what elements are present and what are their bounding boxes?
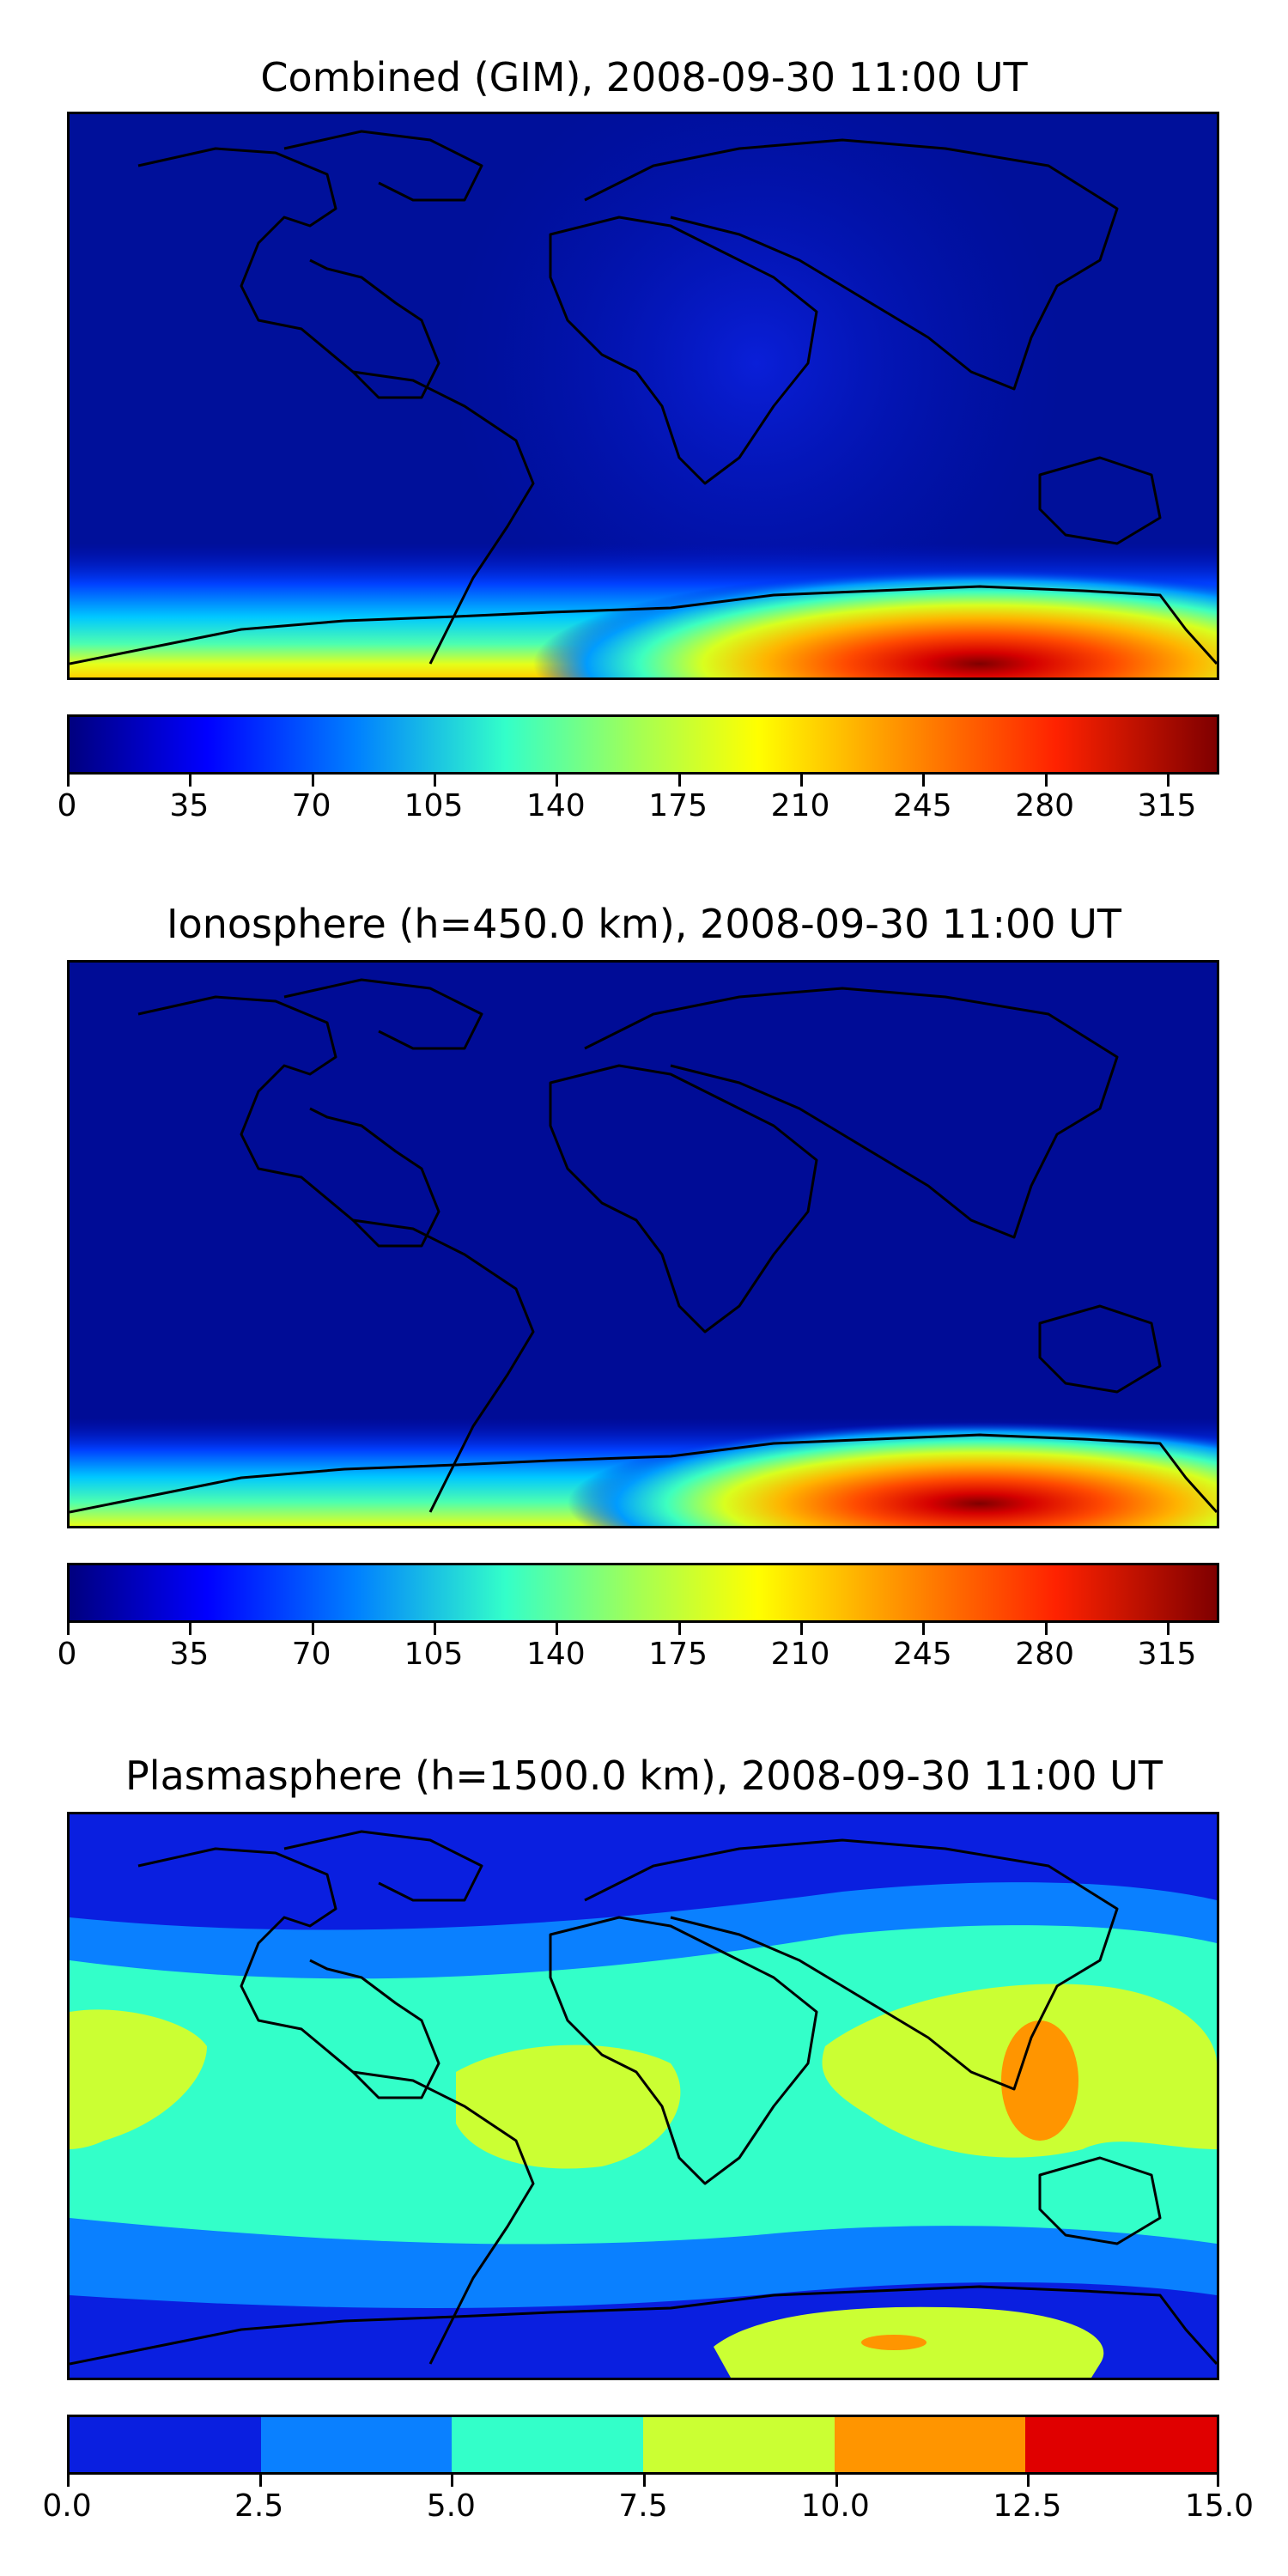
- panel2-tick-label: 280: [1015, 1637, 1075, 1672]
- panel1-tick-label: 70: [291, 788, 331, 823]
- panel3-tick-mark: [835, 2475, 838, 2487]
- panel3-colorbar-segment: [452, 2417, 644, 2472]
- panel1-tick-label: 280: [1015, 788, 1075, 823]
- panel3-tick-label: 5.0: [426, 2488, 476, 2524]
- panel3-tick-label: 15.0: [1184, 2488, 1255, 2524]
- panel1-tick-label: 140: [526, 788, 586, 823]
- panel1-tick-mark: [311, 775, 314, 787]
- panel2-tick-label: 315: [1137, 1637, 1197, 1672]
- panel2-tick-mark: [556, 1623, 559, 1635]
- panel3-tick-label: 10.0: [800, 2488, 870, 2524]
- panel3-colorbar: [67, 2415, 1219, 2475]
- panel3-colorbar-segment: [834, 2417, 1026, 2472]
- panel2-tick-label: 35: [169, 1637, 210, 1672]
- panel2-tick-label: 245: [892, 1637, 952, 1672]
- panel1-tick-mark: [1167, 775, 1170, 787]
- panel1-svg: [70, 114, 1217, 677]
- panel2-tick-label: 70: [291, 1637, 331, 1672]
- panel1-tick-label: 315: [1137, 788, 1197, 823]
- panel2-map: [67, 960, 1219, 1528]
- panel2-colorbar: [67, 1563, 1219, 1623]
- panel1-tick-mark: [800, 775, 803, 787]
- panel3-tick-mark: [258, 2475, 262, 2487]
- panel1-colorbar: [67, 714, 1219, 775]
- panel2-svg: [70, 963, 1217, 1526]
- panel3-tick-mark: [1217, 2475, 1219, 2487]
- panel1-title: Combined (GIM), 2008-09-30 11:00 UT: [260, 54, 1028, 100]
- panel3-tick-mark: [451, 2475, 454, 2487]
- panel1-tick-label: 210: [770, 788, 830, 823]
- panel1-tick-mark: [67, 775, 70, 787]
- panel2-tick-mark: [800, 1623, 803, 1635]
- panel2-tick-mark: [189, 1623, 192, 1635]
- panel3-colorbar-segment: [70, 2417, 261, 2472]
- panel2-tick-mark: [1167, 1623, 1170, 1635]
- panel3-tick-label: 0.0: [42, 2488, 92, 2524]
- panel1-tick-label: 175: [648, 788, 708, 823]
- panel2-tick-mark: [922, 1623, 926, 1635]
- panel1-tick-mark: [1044, 775, 1048, 787]
- panel1-coastlines: [70, 130, 1217, 665]
- panel1-tick-label: 0: [57, 788, 77, 823]
- panel2-tick-label: 105: [404, 1637, 464, 1672]
- panel2-coastlines: [70, 978, 1217, 1514]
- panel2-tick-label: 210: [770, 1637, 830, 1672]
- panel3-colorbar-segment: [260, 2417, 453, 2472]
- panel1-tick-mark: [677, 775, 681, 787]
- panel2-tick-label: 0: [57, 1637, 77, 1672]
- panel1-tick-label: 35: [169, 788, 210, 823]
- panel2-tick-mark: [434, 1623, 436, 1635]
- panel2-tick-label: 175: [648, 1637, 708, 1672]
- panel2-tick-label: 140: [526, 1637, 586, 1672]
- panel2-title: Ionosphere (h=450.0 km), 2008-09-30 11:0…: [167, 901, 1121, 947]
- panel2-hotspot: [70, 1392, 1217, 1526]
- panel3-map: [67, 1812, 1219, 2380]
- panel1-tick-label: 105: [404, 788, 464, 823]
- panel2-tick-mark: [677, 1623, 681, 1635]
- panel3-tick-label: 7.5: [618, 2488, 668, 2524]
- panel3-level-4b: [861, 2335, 927, 2350]
- panel1-tick-mark: [434, 775, 436, 787]
- panel3-svg: [70, 1814, 1217, 2378]
- panel2-tick-mark: [67, 1623, 70, 1635]
- panel3-tick-mark: [67, 2475, 70, 2487]
- panel3-level-4a: [1001, 2020, 1078, 2141]
- panel3-colorbar-segment: [643, 2417, 835, 2472]
- panel3-level-3a: [70, 2009, 207, 2149]
- panel1-hotspot: [70, 526, 1217, 677]
- panel3-tick-label: 2.5: [234, 2488, 284, 2524]
- panel1-tick-label: 245: [892, 788, 952, 823]
- panel3-coastlines: [70, 1830, 1217, 2366]
- panel3-tick-label: 12.5: [993, 2488, 1062, 2524]
- panel3-title: Plasmasphere (h=1500.0 km), 2008-09-30 1…: [125, 1753, 1163, 1799]
- panel3-colorbar-segment: [1025, 2417, 1218, 2472]
- panel1-tick-mark: [556, 775, 559, 787]
- panel3-tick-mark: [643, 2475, 646, 2487]
- panel2-tick-mark: [1044, 1623, 1048, 1635]
- panel1-tick-mark: [189, 775, 192, 787]
- panel1-tick-mark: [922, 775, 926, 787]
- panel1-map: [67, 112, 1219, 680]
- panel2-tick-mark: [311, 1623, 314, 1635]
- panel3-tick-mark: [1027, 2475, 1030, 2487]
